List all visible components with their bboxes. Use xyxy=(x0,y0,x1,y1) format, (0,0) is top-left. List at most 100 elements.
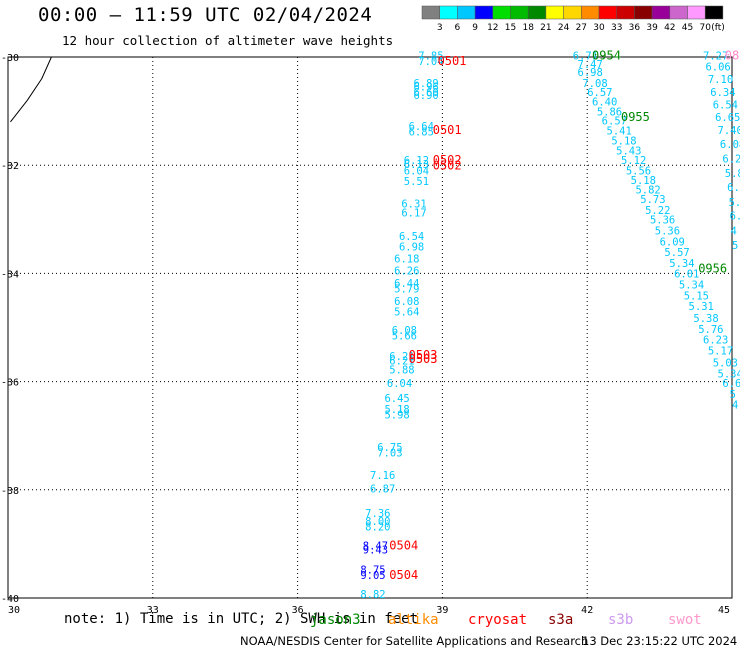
swh-label: 6.26 xyxy=(394,265,419,277)
legend-swatch xyxy=(687,5,706,20)
time-label: 08 xyxy=(725,49,739,63)
swh-label: 7.10 xyxy=(708,74,733,86)
time-label: 0503 xyxy=(409,352,438,366)
swh-label: 6.65 xyxy=(715,112,740,124)
swh-label: 6.40 xyxy=(592,97,617,109)
legend-value: 30 xyxy=(593,23,605,33)
legend-swatch xyxy=(581,5,600,20)
y-tick-label: -36 xyxy=(1,378,19,389)
legend-value: 45 xyxy=(682,23,693,33)
swh-label: 6.08 xyxy=(392,325,417,337)
legend-value: 24 xyxy=(558,23,570,33)
swh-label: 6.04 xyxy=(387,378,412,390)
note-text: note: 1) Time is in UTC; 2) SWH is in fe… xyxy=(64,611,419,627)
swh-label: 8.75 xyxy=(360,565,385,577)
legend-swatch xyxy=(527,5,547,20)
legend-swatch xyxy=(598,5,617,20)
swh-label: 6.34 xyxy=(710,87,735,99)
satellite-label-s3a: s3a xyxy=(548,612,574,628)
swh-label: 5.36 xyxy=(655,225,680,237)
swh-label: 6.64 xyxy=(409,121,434,133)
swh-label: 5.22 xyxy=(645,205,670,217)
time-label: 0504 xyxy=(389,568,418,582)
time-label: 0955 xyxy=(621,110,650,124)
legend-value: 6 xyxy=(455,23,461,33)
swh-label: 5.17 xyxy=(708,346,733,358)
swh-label: 8.20 xyxy=(365,521,390,533)
swh-label: 7.03 xyxy=(377,447,402,459)
legend-swatch xyxy=(563,5,582,20)
swh-label: 5.43 xyxy=(616,145,641,157)
legend-swatch xyxy=(634,5,653,20)
legend-value: 21 xyxy=(540,23,551,33)
swh-label: 5.34 xyxy=(718,368,740,380)
legend-value: 33 xyxy=(611,23,622,33)
swh-label: 5.34 xyxy=(679,280,704,292)
time-label: 0503 xyxy=(409,348,438,362)
legend-value: 36 xyxy=(629,23,641,33)
legend-value: 70 xyxy=(699,23,711,33)
legend-value: 18 xyxy=(522,23,534,33)
swh-label: 6.71 xyxy=(573,51,598,63)
time-label: 0501 xyxy=(433,123,462,137)
swh-label: 6.12 xyxy=(404,155,429,167)
legend-swatch xyxy=(669,5,688,20)
legend-swatch xyxy=(457,5,476,20)
legend-swatch xyxy=(704,5,724,20)
swh-label: 9.05 xyxy=(360,570,385,582)
swh-label: 5 xyxy=(732,240,738,252)
legend-value: 12 xyxy=(487,23,498,33)
legend-value: 39 xyxy=(646,23,658,33)
swh-label: 6.08 xyxy=(394,296,419,308)
swh-label: 6.04 xyxy=(404,165,429,177)
swh-label: 6.89 xyxy=(413,78,438,90)
swh-label: 6.57 xyxy=(602,116,627,128)
swh-label: 7.08 xyxy=(582,78,607,90)
swh-label: 5.73 xyxy=(640,194,665,206)
swh-label: 6.23 xyxy=(703,335,728,347)
legend-value: 15 xyxy=(505,23,516,33)
swh-label: 6.57 xyxy=(587,87,612,99)
swh-label: 7.16 xyxy=(370,470,395,482)
swh-label: 6.06 xyxy=(705,62,730,74)
swh-label: 7.47 xyxy=(578,59,603,71)
swh-label: 5.7 xyxy=(729,197,740,209)
satellite-label-cryosat: cryosat xyxy=(468,612,528,628)
x-tick-label: 33 xyxy=(147,605,159,616)
swh-label: 7.85 xyxy=(418,51,443,63)
legend-value: 27 xyxy=(576,23,587,33)
x-tick-label: 42 xyxy=(581,605,593,616)
legend-value: 3 xyxy=(437,23,443,33)
legend-swatch xyxy=(510,5,529,20)
swh-label: 5.82 xyxy=(635,184,660,196)
swh-label: 5.76 xyxy=(698,324,723,336)
swh-label: 5.18 xyxy=(384,404,409,416)
swh-label: 8.47 xyxy=(363,540,388,552)
swh-label: 5.88 xyxy=(389,364,414,376)
y-tick-label: -38 xyxy=(1,486,19,497)
legend-swatch xyxy=(492,5,511,20)
y-tick-label: -30 xyxy=(1,53,19,64)
swh-label: 7.40 xyxy=(718,125,740,137)
legend-swatch xyxy=(651,5,671,20)
footer-date: 13 Dec 23:15:22 UTC 2024 xyxy=(582,634,738,648)
swh-label: 5 xyxy=(730,389,736,401)
swh-label: 8.82 xyxy=(360,589,385,601)
time-label: 0502 xyxy=(433,159,462,173)
time-label: 0954 xyxy=(592,49,621,63)
swh-label: 5.86 xyxy=(597,106,622,118)
footer-organization: NOAA/NESDIS Center for Satellite Applica… xyxy=(240,634,589,648)
swh-label: 6.60 xyxy=(413,87,438,99)
swh-label: 6.21 xyxy=(389,351,414,363)
chart-subtitle: 12 hour collection of altimeter wave hei… xyxy=(62,33,394,48)
swh-label: 5.34 xyxy=(669,258,694,270)
y-tick-label: -34 xyxy=(1,269,19,280)
swh-label: 5.18 xyxy=(611,136,636,148)
swh-label: 8.00 xyxy=(365,516,390,528)
swh-label: 5.98 xyxy=(384,409,409,421)
swh-label: 6.17 xyxy=(401,208,426,220)
swh-label: 6.18 xyxy=(394,254,419,266)
swh-label: 6.98 xyxy=(578,67,603,79)
coastline xyxy=(10,56,52,123)
